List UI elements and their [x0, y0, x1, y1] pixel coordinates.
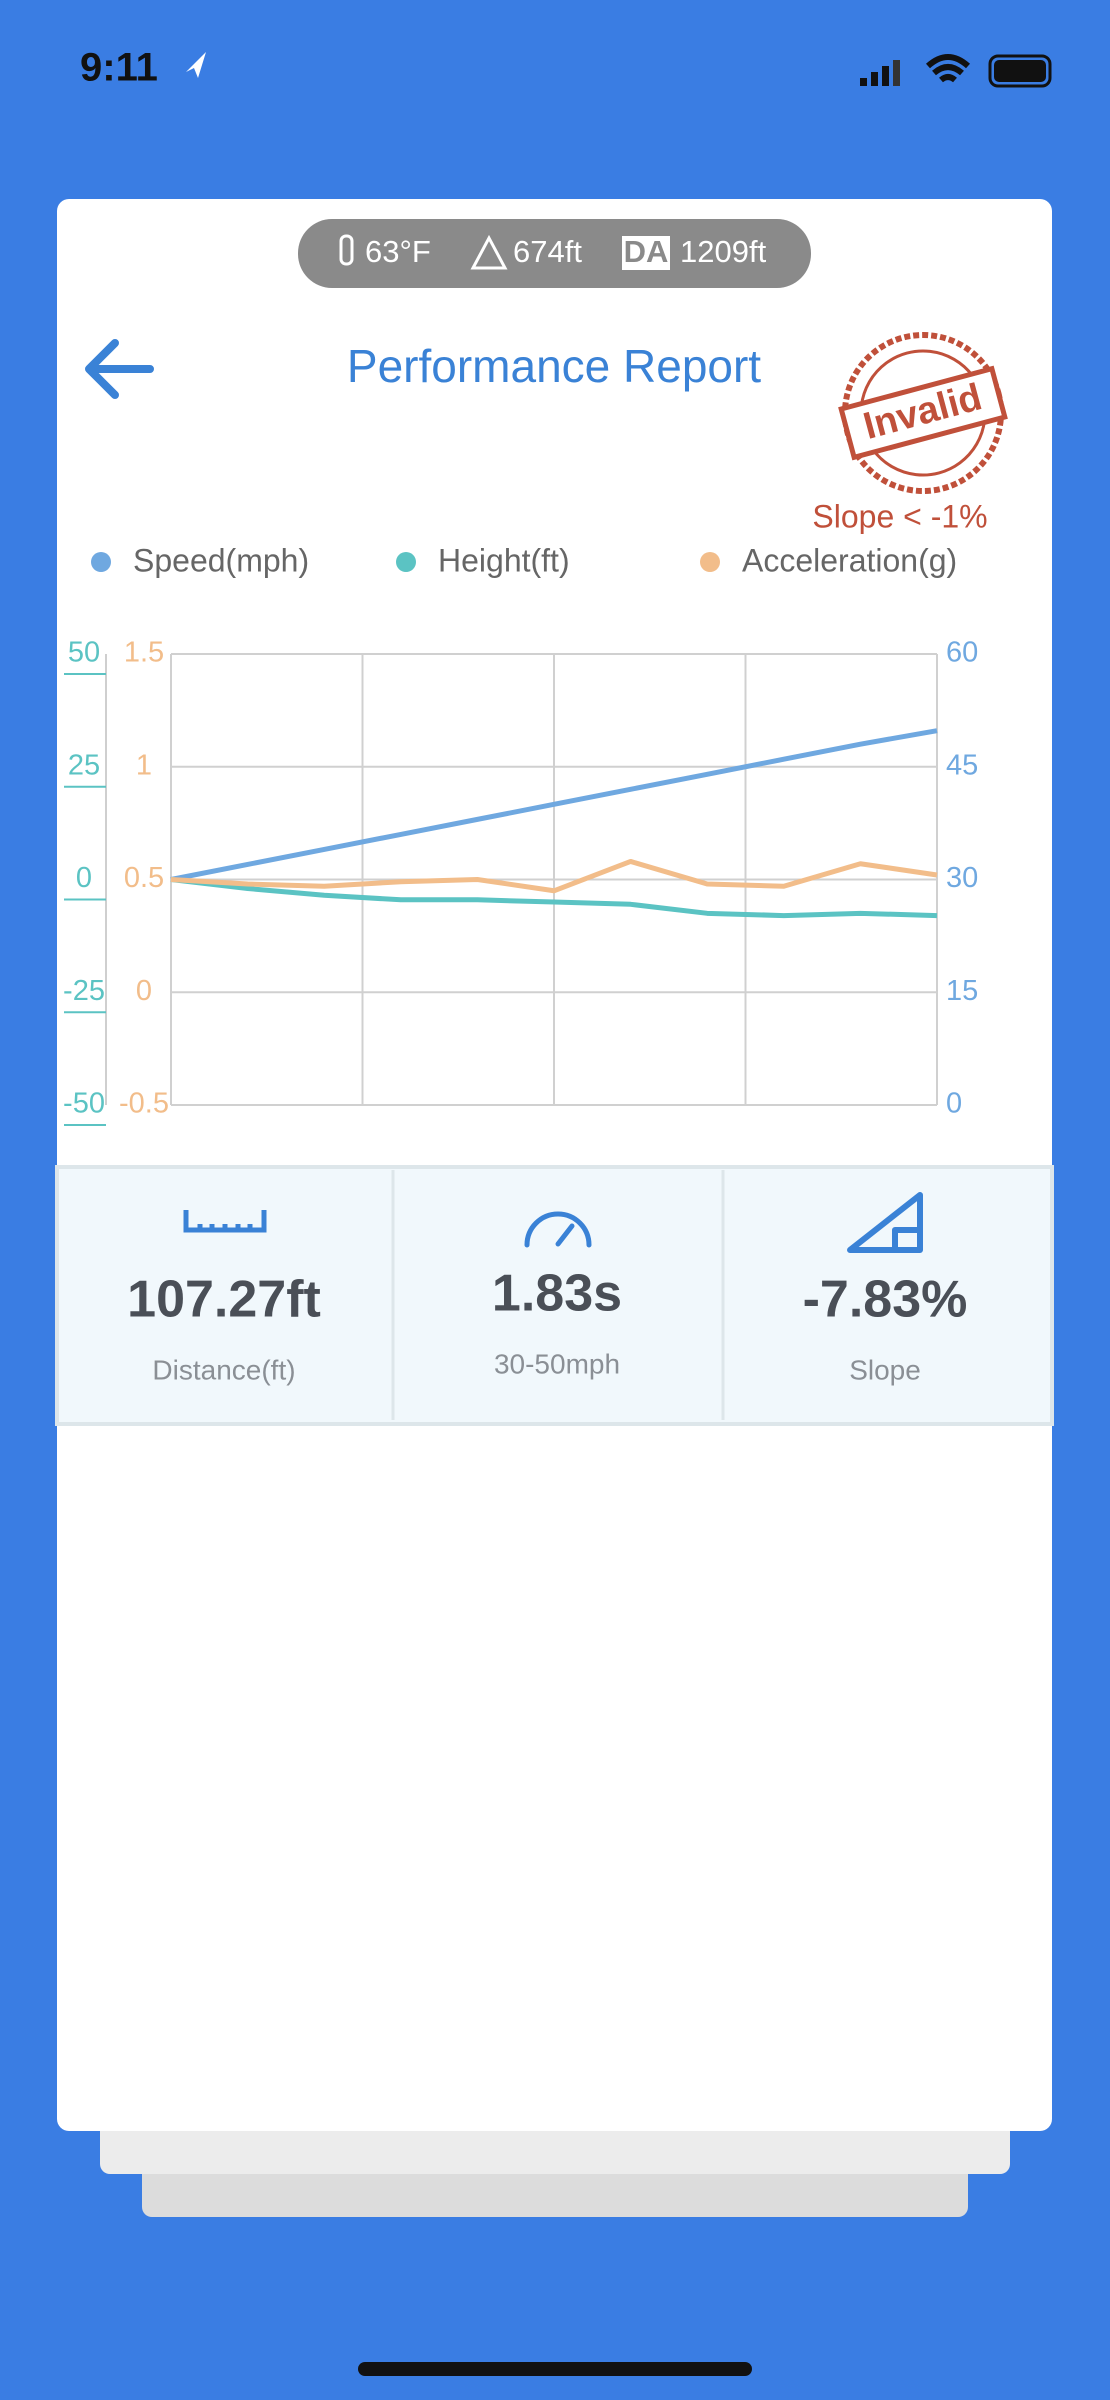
- speed-tick-label: 30: [946, 862, 978, 894]
- page-title: Performance Report: [347, 340, 761, 392]
- mountain-icon: [470, 234, 508, 270]
- acceleration-tick-label: 1: [136, 749, 152, 781]
- height-tick-label: 25: [68, 749, 100, 781]
- temperature: 63°F: [365, 234, 431, 269]
- series-line: [170, 877, 938, 919]
- battery-level: [994, 60, 1046, 82]
- speed-tick-label: 15: [946, 975, 978, 1007]
- stamp-note: Slope < -1%: [812, 498, 987, 534]
- height-tick-label: 0: [76, 862, 92, 894]
- home-indicator: [358, 2362, 752, 2376]
- da-icon: DA: [624, 234, 669, 269]
- series-line: [170, 858, 938, 894]
- thermometer-icon: [339, 234, 354, 266]
- speed-tick-label: 60: [946, 637, 978, 669]
- stat-value: 1.83s: [492, 1265, 622, 1323]
- acceleration-tick-label: -0.5: [119, 1088, 169, 1120]
- height-tick-label: 50: [68, 637, 100, 669]
- legend-marker: [91, 552, 111, 572]
- wifi-icon: [925, 54, 971, 83]
- altitude: 674ft: [513, 234, 582, 269]
- acceleration-tick-label: 0: [136, 975, 152, 1007]
- location-icon: [186, 52, 206, 78]
- stat-value: 107.27ft: [127, 1271, 321, 1329]
- acceleration-tick-label: 1.5: [124, 637, 164, 669]
- speed-tick-label: 45: [946, 749, 978, 781]
- acceleration-tick-label: 0.5: [124, 862, 164, 894]
- battery-icon: [988, 54, 1052, 88]
- stamp-band: [838, 365, 1008, 461]
- chart: 50 25 0 -25 -50 1.5 1 0.5 0 -0.5 60 45 30 15 0 Speed(mp…: [63, 542, 978, 1126]
- stat-value: -7.83%: [803, 1271, 968, 1329]
- height-tick-label: -50: [63, 1088, 105, 1120]
- back-button[interactable]: [85, 339, 154, 399]
- legend-label: Acceleration(g): [742, 542, 957, 578]
- conditions-pill: [298, 219, 811, 288]
- da-badge: [622, 236, 670, 270]
- stat-label: 30-50mph: [494, 1348, 620, 1379]
- stat-label: Slope: [849, 1354, 921, 1385]
- stats-panel: [55, 1165, 1054, 1426]
- speed-tick-label: 0: [946, 1088, 962, 1120]
- signal-icon: [860, 60, 900, 86]
- slope-icon: [847, 1192, 923, 1253]
- legend-label: Height(ft): [438, 542, 570, 578]
- density-altitude: 1209ft: [680, 234, 767, 269]
- series-line: [170, 728, 938, 882]
- height-tick-label: -25: [63, 975, 105, 1007]
- ruler-icon: [183, 1210, 267, 1233]
- legend-marker: [396, 552, 416, 572]
- speedometer-icon: [524, 1211, 592, 1248]
- time: 9:11: [80, 46, 158, 90]
- legend-label: Speed(mph): [133, 542, 309, 578]
- legend-marker: [700, 552, 720, 572]
- stat-label: Distance(ft): [152, 1354, 295, 1385]
